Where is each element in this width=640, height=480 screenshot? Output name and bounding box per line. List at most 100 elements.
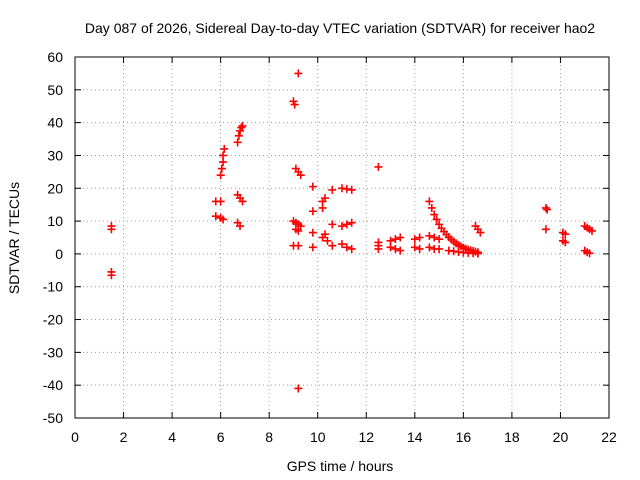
data-point bbox=[338, 240, 346, 249]
data-point bbox=[233, 138, 242, 147]
data-point bbox=[347, 244, 356, 253]
data-point bbox=[107, 271, 116, 280]
data-point bbox=[374, 244, 383, 253]
data-point bbox=[238, 121, 247, 130]
x-axis-label: GPS time / hours bbox=[287, 458, 394, 474]
x-tick-label: 8 bbox=[265, 429, 273, 445]
data-point bbox=[541, 203, 550, 212]
data-point bbox=[308, 182, 317, 191]
data-point bbox=[217, 164, 226, 173]
data-point bbox=[318, 203, 327, 212]
data-point bbox=[342, 220, 351, 229]
data-point bbox=[427, 203, 436, 212]
x-tick-label: 12 bbox=[358, 429, 374, 445]
data-point bbox=[328, 220, 337, 229]
data-point bbox=[415, 244, 424, 253]
data-point bbox=[588, 226, 597, 235]
y-tick-label: 0 bbox=[55, 246, 63, 262]
data-point bbox=[238, 197, 247, 206]
data-point bbox=[543, 205, 552, 214]
y-tick-label: 30 bbox=[47, 147, 63, 163]
y-tick-label: 40 bbox=[47, 115, 63, 131]
data-points bbox=[107, 69, 597, 393]
data-point bbox=[294, 384, 303, 393]
y-tick-label: 10 bbox=[47, 213, 63, 229]
y-tick-label: -50 bbox=[43, 410, 63, 426]
x-tick-label: 2 bbox=[120, 429, 128, 445]
x-tick-label: 10 bbox=[310, 429, 326, 445]
y-tick-label: -30 bbox=[43, 344, 63, 360]
data-point bbox=[430, 210, 439, 219]
data-point bbox=[347, 218, 356, 227]
y-axis-label: SDTVAR / TECUs bbox=[6, 182, 22, 294]
data-point bbox=[396, 246, 405, 255]
data-point bbox=[216, 171, 225, 180]
data-point bbox=[541, 225, 550, 234]
y-tick-label: 20 bbox=[47, 180, 63, 196]
data-point bbox=[415, 233, 424, 242]
data-point bbox=[294, 69, 303, 78]
data-point bbox=[425, 197, 434, 206]
data-point bbox=[391, 244, 400, 253]
x-tick-label: 4 bbox=[168, 429, 176, 445]
data-point bbox=[237, 123, 246, 132]
data-point bbox=[216, 197, 225, 206]
data-point bbox=[410, 235, 419, 244]
data-point bbox=[473, 249, 482, 258]
x-tick-label: 18 bbox=[504, 429, 520, 445]
data-point bbox=[328, 241, 337, 250]
data-point bbox=[296, 171, 305, 180]
grid-lines bbox=[75, 57, 609, 418]
data-point bbox=[290, 100, 299, 109]
data-point bbox=[386, 243, 395, 252]
data-point bbox=[338, 222, 346, 231]
data-point bbox=[396, 233, 405, 242]
data-point bbox=[219, 151, 228, 160]
data-point bbox=[308, 243, 317, 252]
data-point bbox=[342, 243, 351, 252]
x-tick-label: 20 bbox=[553, 429, 569, 445]
data-point bbox=[236, 222, 245, 231]
y-tick-label: -40 bbox=[43, 377, 63, 393]
data-point bbox=[321, 194, 330, 203]
x-tick-label: 0 bbox=[71, 429, 79, 445]
data-point bbox=[347, 185, 356, 194]
x-tick-label: 22 bbox=[601, 429, 617, 445]
data-point bbox=[219, 215, 228, 224]
data-point bbox=[107, 225, 116, 234]
x-tick-label: 16 bbox=[456, 429, 472, 445]
data-point bbox=[342, 184, 351, 193]
y-tick-label: 60 bbox=[47, 49, 63, 65]
x-tick-label: 6 bbox=[217, 429, 225, 445]
data-point bbox=[374, 162, 383, 171]
data-point bbox=[318, 233, 327, 242]
data-point bbox=[410, 243, 419, 252]
data-point bbox=[294, 241, 303, 250]
data-point bbox=[220, 144, 229, 153]
y-tick-label: -10 bbox=[43, 279, 63, 295]
data-point bbox=[561, 238, 570, 247]
data-point bbox=[323, 236, 332, 245]
data-point bbox=[211, 212, 220, 221]
data-point bbox=[234, 131, 243, 140]
data-point bbox=[585, 249, 594, 258]
data-point bbox=[561, 230, 570, 239]
data-point bbox=[435, 235, 444, 244]
data-point bbox=[308, 228, 317, 237]
x-axis-ticks: 0 2 4 6 8 10 12 14 16 18 20 22 bbox=[71, 57, 617, 445]
data-point bbox=[296, 222, 305, 231]
chart-title: Day 087 of 2026, Sidereal Day-to-day VTE… bbox=[85, 20, 595, 36]
data-point bbox=[308, 207, 317, 216]
data-point bbox=[430, 233, 439, 242]
data-point bbox=[425, 231, 434, 240]
x-tick-label: 14 bbox=[407, 429, 423, 445]
data-point bbox=[425, 243, 434, 252]
data-point bbox=[432, 215, 441, 224]
plot-frame bbox=[74, 56, 610, 419]
data-point bbox=[294, 226, 303, 235]
data-point bbox=[328, 185, 337, 194]
y-tick-label: -20 bbox=[43, 312, 63, 328]
y-axis-ticks: -50 -40 -30 -20 -10 0 10 20 30 40 50 60 bbox=[43, 49, 609, 426]
data-point bbox=[476, 228, 485, 237]
